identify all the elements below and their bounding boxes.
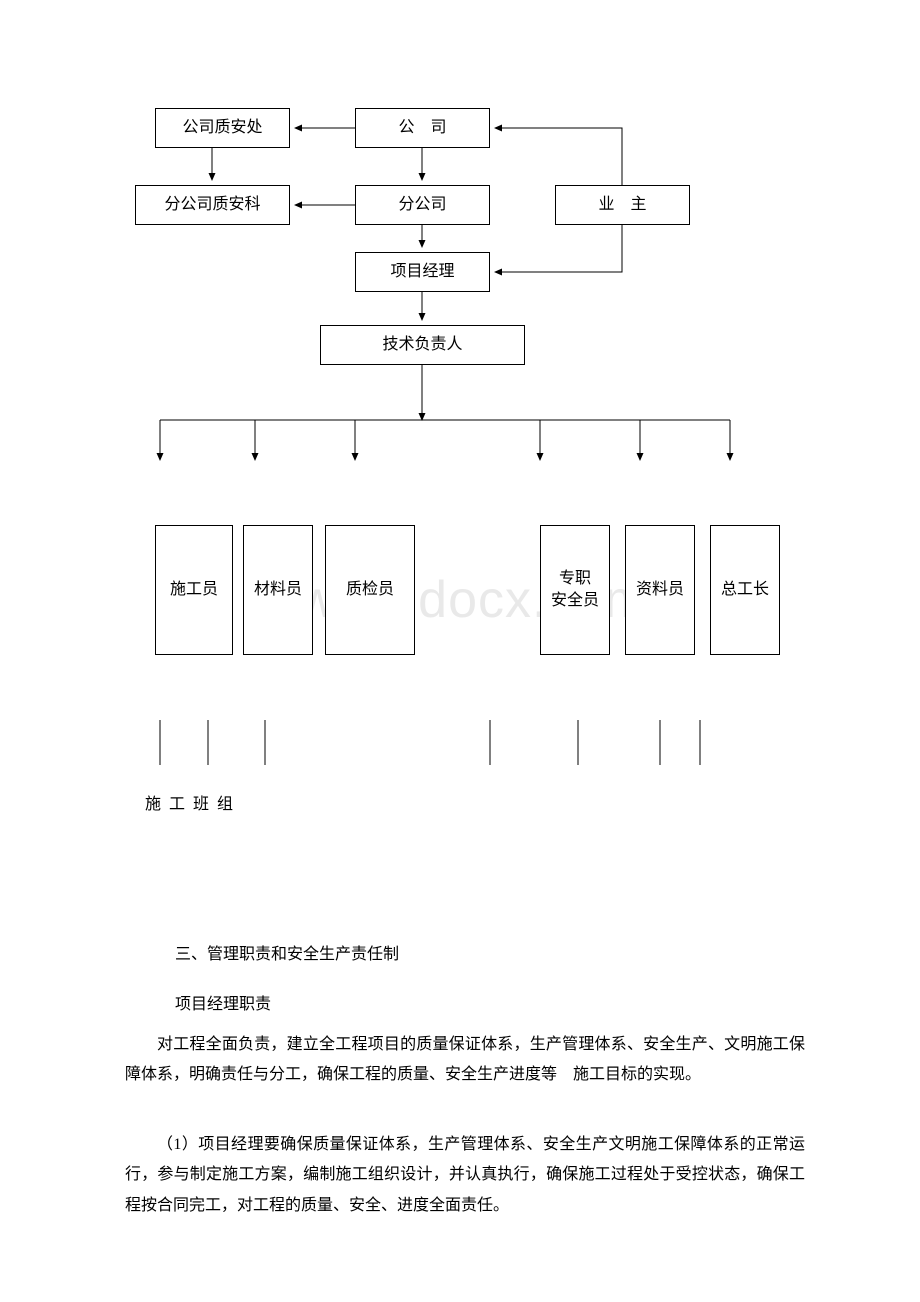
node-tech-lead: 技术负责人: [320, 325, 525, 365]
paragraph-text: （1）项目经理要确保质量保证体系，生产管理体系、安全生产文明施工保障体系的正常运…: [125, 1136, 805, 1214]
node-label: 分公司质安科: [164, 194, 260, 216]
paragraph-text: 对工程全面负责，建立全工程项目的质量保证体系，生产管理体系、安全生产、文明施工保…: [125, 1036, 805, 1083]
node-owner: 业 主: [555, 185, 690, 225]
paragraph-2: （1）项目经理要确保质量保证体系，生产管理体系、安全生产文明施工保障体系的正常运…: [125, 1130, 805, 1221]
node-chief-foreman: 总工长: [710, 525, 780, 655]
section-heading: 三、管理职责和安全生产责任制: [175, 940, 399, 970]
node-qc-staff: 质检员: [325, 525, 415, 655]
node-label: 总工长: [721, 579, 769, 601]
node-branch: 分公司: [355, 185, 490, 225]
node-label: 材料员: [254, 579, 302, 601]
node-label: 质检员: [346, 579, 394, 601]
paragraph-1: 对工程全面负责，建立全工程项目的质量保证体系，生产管理体系、安全生产、文明施工保…: [125, 1030, 805, 1091]
node-company-qa: 公司质安处: [155, 108, 290, 148]
node-branch-qa: 分公司质安科: [135, 185, 290, 225]
node-label: 专职 安全员: [551, 568, 599, 613]
subsection-heading: 项目经理职责: [175, 990, 271, 1020]
node-label: 项目经理: [390, 261, 454, 283]
node-label: 施工员: [170, 579, 218, 601]
node-material-staff: 材料员: [243, 525, 313, 655]
node-safety-staff: 专职 安全员: [540, 525, 610, 655]
node-construction-staff: 施工员: [155, 525, 233, 655]
node-data-staff: 资料员: [625, 525, 695, 655]
node-label: 公 司: [398, 117, 446, 139]
node-label: 公司质安处: [182, 117, 262, 139]
node-pm: 项目经理: [355, 252, 490, 292]
construction-team-label: 施 工 班 组: [145, 790, 235, 814]
node-label: 技术负责人: [382, 334, 462, 356]
node-company: 公 司: [355, 108, 490, 148]
node-label: 分公司: [398, 194, 446, 216]
node-label: 业 主: [598, 194, 646, 216]
node-label: 资料员: [636, 579, 684, 601]
